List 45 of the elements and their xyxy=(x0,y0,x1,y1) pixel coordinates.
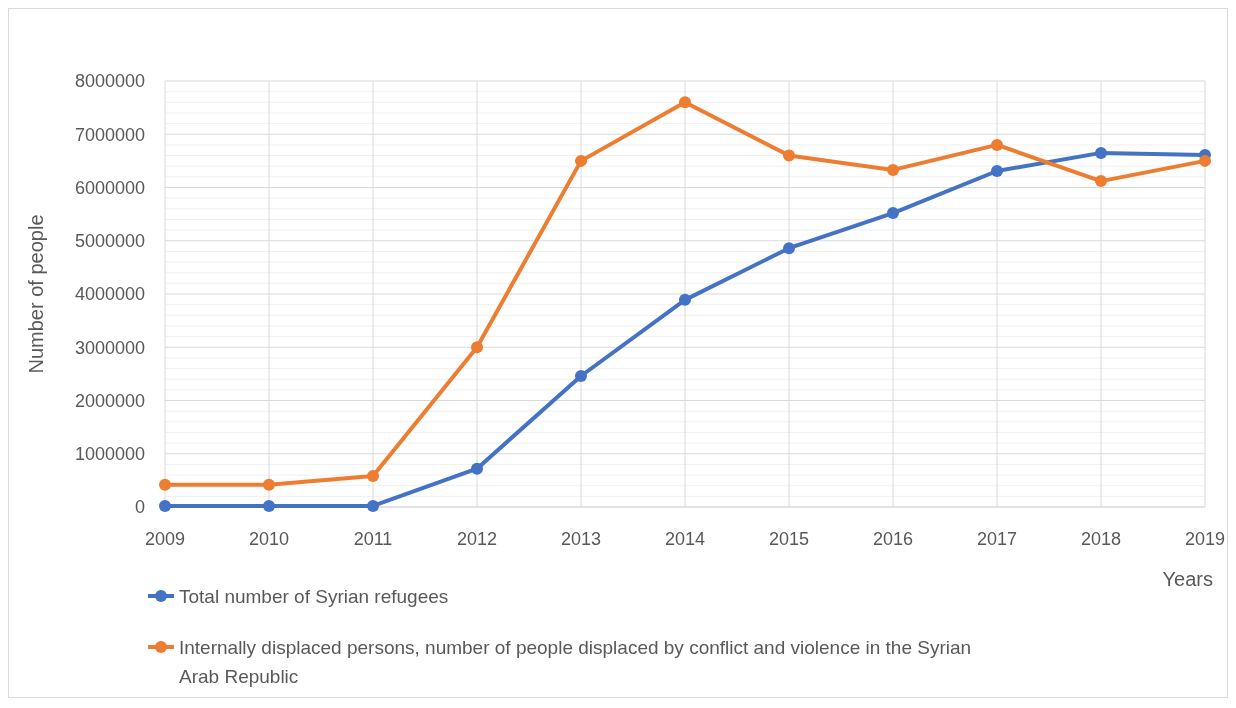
y-tick-label: 5000000 xyxy=(74,231,145,252)
x-tick-label: 2018 xyxy=(1080,529,1122,549)
x-tick-label: 2010 xyxy=(248,529,290,549)
y-tick-label: 3000000 xyxy=(74,337,145,358)
point xyxy=(575,154,587,167)
point xyxy=(679,96,691,109)
y-axis-title: Number of people xyxy=(25,214,47,374)
point xyxy=(991,164,1003,177)
legend-label: Total number of Syrian refugees xyxy=(179,585,449,607)
point xyxy=(159,478,171,491)
point xyxy=(1095,175,1107,188)
point xyxy=(1199,154,1211,167)
y-tick-label: 8000000 xyxy=(74,71,145,92)
point xyxy=(887,163,899,176)
point xyxy=(367,499,379,512)
point xyxy=(471,462,483,475)
point xyxy=(783,242,795,255)
x-tick-label: 2016 xyxy=(872,529,914,549)
x-tick-label: 2014 xyxy=(664,529,706,549)
point xyxy=(1095,146,1107,159)
y-tick-label: 0 xyxy=(134,497,145,518)
x-tick-label: 2017 xyxy=(976,529,1018,549)
y-tick-label: 1000000 xyxy=(74,444,145,465)
point xyxy=(887,207,899,220)
x-tick-label: 2013 xyxy=(560,529,602,549)
x-tick-label: 2019 xyxy=(1184,529,1226,549)
x-tick-label: 2015 xyxy=(768,529,810,549)
point xyxy=(263,478,275,491)
y-tick-label: 2000000 xyxy=(74,390,145,411)
y-tick-label: 7000000 xyxy=(74,124,145,145)
x-tick-label: 2009 xyxy=(144,529,186,549)
point xyxy=(471,341,483,354)
x-axis-title: Years xyxy=(1162,568,1213,590)
point xyxy=(159,499,171,512)
y-tick-label: 6000000 xyxy=(74,177,145,198)
x-tick-label: 2011 xyxy=(353,529,393,549)
point xyxy=(367,470,379,483)
point xyxy=(991,138,1003,151)
x-tick-label: 2012 xyxy=(456,529,498,549)
legend-label: Internally displaced persons, number of people displaced by conflict and violence in the Syrian Arab Republic xyxy=(179,636,972,687)
point xyxy=(575,370,587,383)
point xyxy=(679,293,691,306)
y-tick-label: 4000000 xyxy=(74,284,145,305)
point xyxy=(783,149,795,162)
point xyxy=(263,499,275,512)
